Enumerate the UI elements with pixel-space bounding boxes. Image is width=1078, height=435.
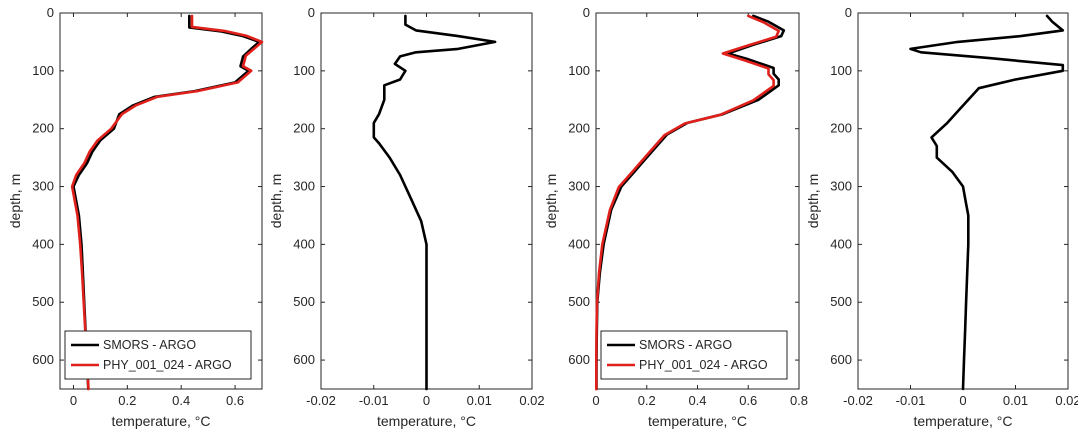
x-tick-label: 0.01 <box>1003 393 1028 408</box>
y-tick-label: 100 <box>293 63 315 78</box>
axes-box <box>595 12 800 390</box>
y-tick-label: 500 <box>293 294 315 309</box>
y-tick-label: 300 <box>830 179 852 194</box>
legend: SMORS - ARGO PHY_001_024 - ARGO <box>600 330 788 380</box>
series-line-2 <box>70 14 264 391</box>
y-tick-label: 200 <box>32 121 54 136</box>
y-tick-label: 200 <box>830 121 852 136</box>
y-axis-label: depth, m <box>543 174 559 228</box>
y-axis-label: depth, m <box>268 174 284 228</box>
x-axis-label: temperature, °C <box>914 413 1013 429</box>
x-tick-label: 0.2 <box>118 393 136 408</box>
x-axis-label: temperature, °C <box>112 413 211 429</box>
y-tick-label: 600 <box>568 352 590 367</box>
y-tick-label: 300 <box>568 179 590 194</box>
x-tick-label: 0.02 <box>519 393 544 408</box>
y-tick-label: 400 <box>32 236 54 251</box>
x-tick-label: 0.02 <box>1055 393 1078 408</box>
y-tick-label: 600 <box>293 352 315 367</box>
x-tick-label: -0.01 <box>359 393 389 408</box>
y-tick-label: 600 <box>830 352 852 367</box>
x-tick-label: 0.4 <box>688 393 706 408</box>
y-tick-label: 400 <box>293 236 315 251</box>
chart-panel-3: 0 0.2 0.4 0.6 0.8 0 100 200 300 400 500 600 temperat… <box>543 5 808 429</box>
x-tick-label: 0.6 <box>226 393 244 408</box>
y-tick-label: 600 <box>32 352 54 367</box>
y-tick-label: 0 <box>845 5 852 20</box>
legend-entry: PHY_001_024 - ARGO <box>639 358 768 372</box>
x-axis-label: temperature, °C <box>377 413 476 429</box>
x-tick-label: -0.02 <box>843 393 873 408</box>
y-tick-label: 0 <box>583 5 590 20</box>
x-tick-label: 0.6 <box>739 393 757 408</box>
y-tick-label: 300 <box>293 179 315 194</box>
axes-box <box>857 12 1069 390</box>
y-tick-label: 100 <box>32 63 54 78</box>
y-tick-label: 100 <box>830 63 852 78</box>
legend-entry: SMORS - ARGO <box>639 338 732 352</box>
x-axis-label: temperature, °C <box>648 413 747 429</box>
y-tick-label: 400 <box>830 236 852 251</box>
y-tick-label: 0 <box>47 5 54 20</box>
y-tick-label: 500 <box>830 294 852 309</box>
series-line-1 <box>909 14 1065 391</box>
y-tick-label: 400 <box>568 236 590 251</box>
y-tick-label: 200 <box>568 121 590 136</box>
legend-box <box>600 330 788 380</box>
legend-entry: PHY_001_024 - ARGO <box>103 358 232 372</box>
legend: SMORS - ARGO PHY_001_024 - ARGO <box>64 330 252 380</box>
x-tick-label: 0 <box>592 393 599 408</box>
y-tick-label: 200 <box>293 121 315 136</box>
x-tick-label: 0 <box>423 393 430 408</box>
x-tick-label: 0.4 <box>172 393 190 408</box>
axes-box <box>59 12 263 390</box>
y-axis-label: depth, m <box>805 174 821 228</box>
y-axis-label: depth, m <box>7 174 23 228</box>
x-tick-label: 0.8 <box>790 393 808 408</box>
x-tick-label: 0.2 <box>638 393 656 408</box>
y-tick-label: 100 <box>568 63 590 78</box>
x-tick-label: 0 <box>70 393 77 408</box>
legend-box <box>64 330 252 380</box>
y-tick-label: 500 <box>32 294 54 309</box>
chart-panel-2: -0.02 -0.01 0 0.01 0.02 0 100 200 300 400 500 600 te… <box>268 5 545 429</box>
x-tick-label: 0 <box>959 393 966 408</box>
y-tick-label: 0 <box>308 5 315 20</box>
series-line-1 <box>372 14 497 391</box>
y-tick-label: 500 <box>568 294 590 309</box>
x-tick-label: -0.02 <box>306 393 336 408</box>
series-line-2 <box>594 14 781 391</box>
chart-panel-4: -0.02 -0.01 0 0.01 0.02 0 100 200 300 400 500 600 te… <box>805 5 1078 429</box>
x-tick-label: -0.01 <box>896 393 926 408</box>
legend-entry: SMORS - ARGO <box>103 338 196 352</box>
y-tick-label: 300 <box>32 179 54 194</box>
chart-panel-1: 0 0.2 0.4 0.6 0 100 200 300 400 500 600 temperature… <box>7 5 264 429</box>
x-tick-label: 0.01 <box>467 393 492 408</box>
